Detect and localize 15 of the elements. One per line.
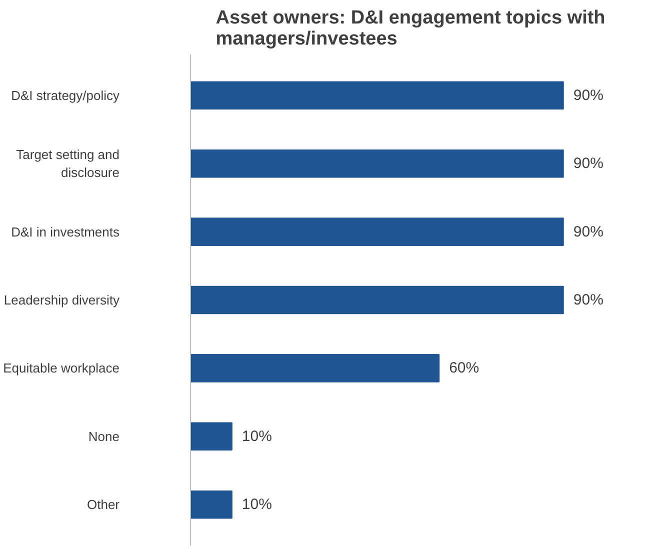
data-label: 90% <box>573 86 604 104</box>
y-tick-label: Other <box>86 497 120 512</box>
y-tick-label: None <box>88 428 120 444</box>
data-label: 10% <box>242 428 272 445</box>
y-tick-label: D&I in investments <box>11 224 120 240</box>
data-label: 60% <box>449 360 480 377</box>
data-label: 90% <box>573 223 604 240</box>
data-label: 90% <box>573 292 604 308</box>
y-tick-label: Leadership diversity <box>4 292 120 308</box>
chart-title: Asset owners: D&I engagement topics with managers/investees <box>216 8 606 50</box>
data-label: 90% <box>573 155 604 172</box>
y-tick-label: Target setting and disclosure <box>16 147 120 180</box>
y-tick-label: Equitable workplace <box>3 360 120 376</box>
y-tick-label: D&I strategy/policy <box>11 88 120 103</box>
data-label: 10% <box>242 496 272 514</box>
